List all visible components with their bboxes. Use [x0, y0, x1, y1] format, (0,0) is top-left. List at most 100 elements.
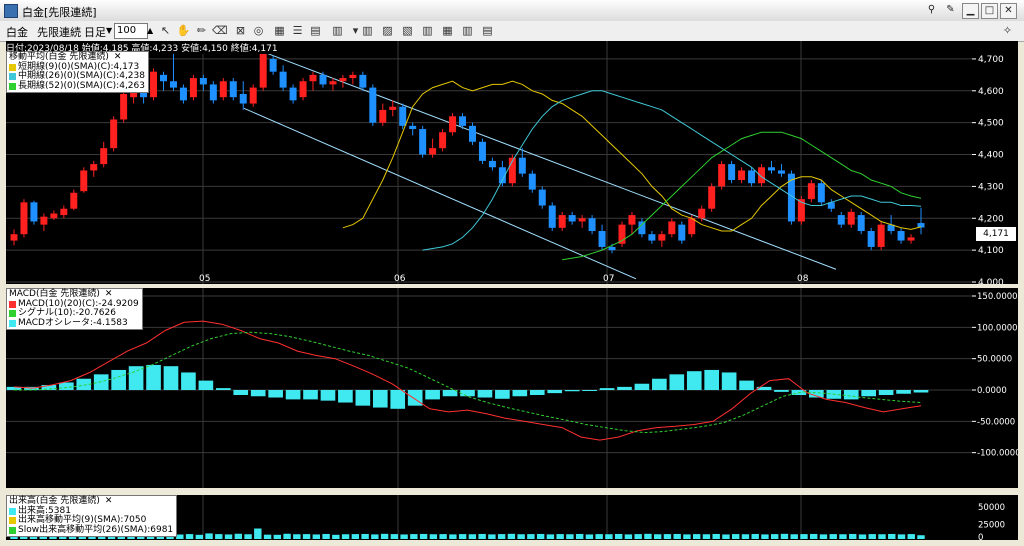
magic-wand-icon[interactable]: ✧ — [1002, 24, 1013, 37]
close-icon[interactable]: ✕ — [104, 289, 113, 299]
globe-icon[interactable]: ◎ — [253, 24, 264, 37]
contract-label[interactable]: 先限連続 — [37, 26, 81, 39]
volume-icon[interactable]: ▥ — [462, 24, 473, 37]
oscillator-icon[interactable]: ▦ — [442, 24, 453, 37]
candle-body — [478, 141, 486, 161]
volume-bar — [283, 533, 291, 539]
volume-bar — [400, 534, 408, 539]
settings-icon[interactable]: ▤ — [482, 24, 493, 37]
toolbar: 白金 先限連続 日足 ▼ 100 ▲ ↖ ✋ ✏ ⌫ ⊠ ◎ ▦ ☰ ▤ ▥ ▾… — [0, 21, 1024, 42]
volume-chart-pane[interactable]: 出来高(白金 先限連続) ✕ 出来高:5381 出来高移動平均(9)(SMA):7… — [6, 495, 972, 540]
volume-bar — [897, 534, 906, 539]
candle-body — [269, 58, 277, 72]
volume-bar — [419, 533, 428, 539]
close-icon[interactable]: ✕ — [104, 496, 113, 506]
candle-chart-icon[interactable]: ▥ — [362, 24, 373, 37]
macd-chart-pane[interactable]: MACD(白金 先限連続) ✕ MACD(10)(20)(C):-24.9209 … — [6, 288, 972, 488]
candle-body — [80, 170, 88, 192]
line-chart-icon[interactable]: ▨ — [382, 24, 393, 37]
bar-chart-icon[interactable]: ▥ — [332, 24, 343, 37]
volume-bar — [507, 533, 516, 539]
grid-icon[interactable]: ▤ — [310, 24, 321, 37]
volume-bar — [244, 534, 252, 539]
candle-body — [658, 234, 666, 241]
brush-icon[interactable]: ✎ — [946, 4, 955, 15]
maximize-button[interactable]: □ — [981, 3, 998, 19]
oscillator-bar — [93, 374, 109, 390]
bar-count-select[interactable]: 100 — [114, 23, 148, 39]
chevron-down-icon[interactable]: ▼ — [106, 26, 113, 35]
close-button[interactable]: ✕ — [1000, 3, 1017, 19]
candle-body — [807, 183, 815, 200]
slow-volume-ma-swatch — [9, 526, 16, 534]
candle-body — [439, 132, 447, 149]
indicator-icon[interactable]: ▥ — [422, 24, 433, 37]
volume-bar — [371, 534, 379, 539]
table-icon[interactable]: ▦ — [274, 24, 285, 37]
volume-bar — [488, 534, 496, 539]
volume-legend[interactable]: 出来高(白金 先限連続) ✕ 出来高:5381 出来高移動平均(9)(SMA):7… — [6, 495, 178, 537]
close-icon[interactable]: ✕ — [113, 52, 122, 62]
candle-body — [867, 231, 875, 247]
oscillator-bar — [686, 371, 702, 390]
volume-bar — [556, 534, 564, 539]
candle-body — [668, 221, 676, 235]
short-ma-label: 短期線(9)(0)(SMA)(C):4,173 — [18, 61, 140, 72]
y-tick-label: 0.0000 — [977, 386, 1007, 396]
macd-line — [13, 320, 922, 441]
candle-body — [289, 87, 297, 101]
volume-bar — [176, 534, 184, 539]
oscillator-bar — [704, 369, 720, 390]
hand-icon[interactable]: ✋ — [176, 24, 191, 37]
oscillator-bar — [111, 369, 126, 390]
volume-bar — [302, 534, 311, 539]
volume-chart-svg[interactable] — [6, 495, 972, 540]
eraser-icon[interactable]: ⌫ — [212, 24, 228, 37]
volume-bar — [829, 534, 837, 539]
volume-bar — [810, 533, 818, 539]
spinner-icon[interactable]: ▲ — [147, 26, 154, 35]
ohlc-info: 日付:2023/08/18 始値:4,185 高値:4,233 安値:4,150… — [6, 41, 278, 54]
volume-bar — [566, 534, 574, 539]
candle-body — [528, 173, 536, 190]
x-tick-label: 06 — [394, 274, 406, 284]
volume-bar — [888, 533, 896, 539]
candle-body — [30, 202, 38, 222]
list-icon[interactable]: ☰ — [292, 24, 303, 37]
compare-chart-icon[interactable]: ▧ — [402, 24, 413, 37]
zoom-fit-icon[interactable]: ⊠ — [235, 24, 246, 37]
macd-chart-svg[interactable] — [6, 288, 972, 488]
oscillator-bar — [913, 390, 929, 393]
oscillator-bar — [495, 390, 510, 399]
y-tick-label: 0 — [978, 533, 983, 540]
chevron-down-icon[interactable]: ▾ — [352, 24, 359, 37]
macd-axis-svg: 150.0000 100.0000 50.0000 0.0000 -50.0000 -10… — [972, 292, 1018, 459]
candle-body — [359, 74, 367, 88]
price-chart-svg[interactable]: 05 06 07 08 — [6, 41, 972, 284]
volume-bar — [332, 534, 340, 539]
volume-bar — [439, 534, 447, 539]
y-tick-label: -50.0000 — [977, 417, 1015, 427]
volume-bar — [702, 534, 711, 539]
oscillator-bar — [739, 380, 754, 390]
oscillator-bar — [669, 374, 685, 390]
volume-bar — [790, 534, 798, 539]
moving-average-legend[interactable]: 移動平均(白金 先限連続) ✕ 短期線(9)(0)(SMA)(C):4,173 中… — [6, 51, 149, 93]
window-title: 白金[先限連続] — [22, 6, 97, 19]
price-chart-pane[interactable]: 05 06 07 08 日付:2023/08/18 始値:4,185 高値:4,233… — [6, 41, 972, 284]
volume-bar — [575, 533, 584, 539]
oscillator-bar — [652, 378, 667, 390]
period-label[interactable]: 日足 — [84, 26, 106, 39]
oscillator-bar — [617, 386, 632, 390]
volume-bar — [868, 534, 876, 539]
pencil-icon[interactable]: ✏ — [196, 24, 207, 37]
macd-legend[interactable]: MACD(白金 先限連続) ✕ MACD(10)(20)(C):-24.9209 … — [6, 288, 143, 330]
candle-body — [70, 192, 78, 209]
link-icon[interactable]: ⚲ — [927, 4, 936, 15]
minimize-button[interactable]: ▁ — [962, 3, 979, 19]
instrument-label[interactable]: 白金 — [6, 26, 28, 39]
oscillator-bar — [582, 390, 597, 391]
cursor-icon[interactable]: ↖ — [160, 24, 171, 37]
candle-body — [588, 218, 596, 232]
